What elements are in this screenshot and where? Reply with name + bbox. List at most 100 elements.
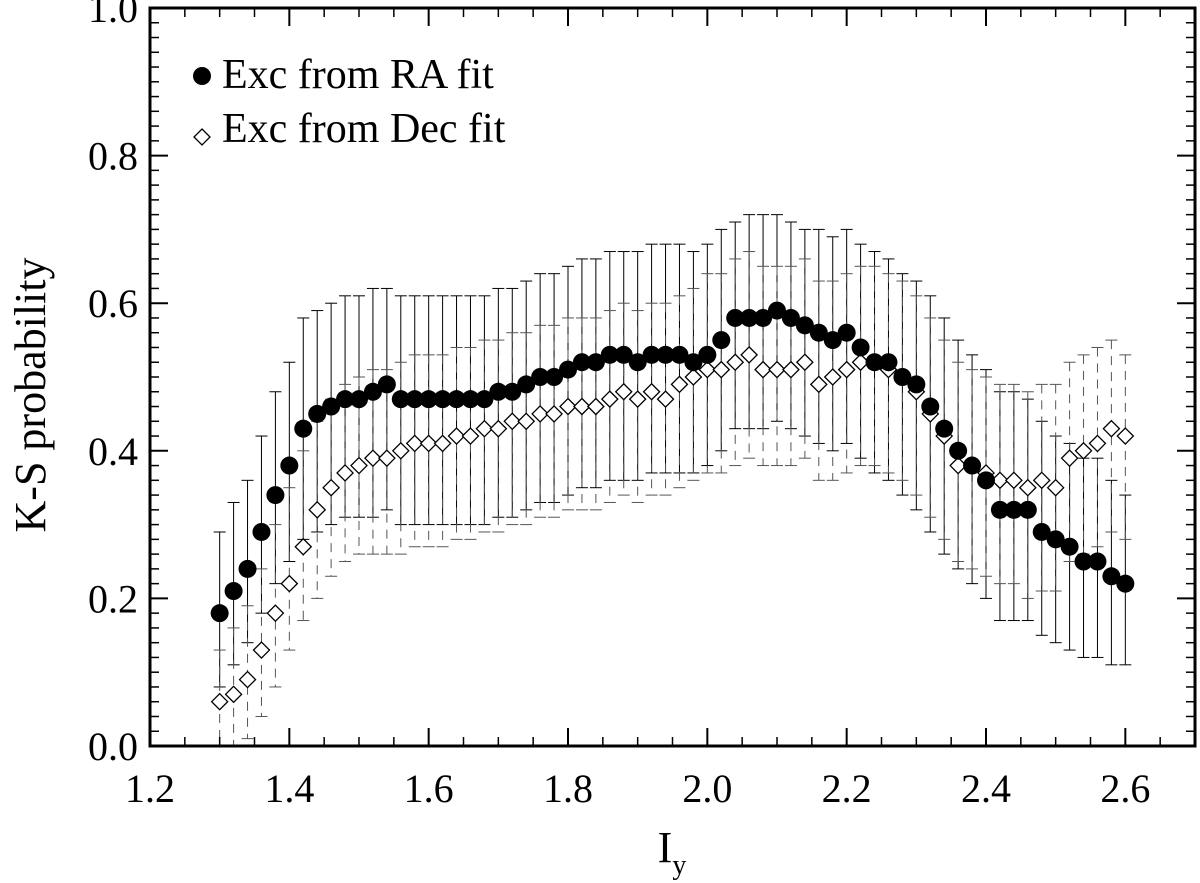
point-ra (865, 353, 884, 372)
point-dec (851, 353, 870, 372)
point-ra (977, 471, 995, 490)
point-dec (559, 397, 577, 416)
point-dec (517, 412, 536, 431)
y-tick-label: 1.0 (88, 0, 138, 31)
point-dec (837, 360, 856, 379)
point-ra (1060, 537, 1079, 556)
point-ra (419, 390, 438, 409)
x-tick-label: 1.4 (264, 766, 314, 811)
point-ra (391, 390, 410, 409)
x-tick-label: 2.6 (1100, 766, 1150, 811)
point-dec (740, 345, 759, 364)
point-ra (586, 353, 605, 372)
point-dec (754, 360, 772, 379)
point-dec (377, 449, 396, 468)
point-ra (252, 522, 271, 541)
point-ra (837, 323, 856, 342)
point-dec (684, 368, 703, 386)
point-dec (1116, 427, 1135, 445)
point-dec (586, 397, 605, 416)
point-dec (322, 478, 341, 497)
point-ra (781, 308, 800, 327)
point-ra (433, 390, 452, 409)
point-ra (851, 338, 870, 357)
point-ra (698, 345, 717, 364)
point-ra (322, 397, 341, 416)
point-dec (573, 397, 591, 416)
point-ra (559, 360, 577, 379)
point-dec (1102, 419, 1121, 438)
point-ra (670, 345, 689, 364)
point-ra (475, 390, 494, 409)
point-dec (308, 500, 327, 519)
y-tick-label: 0.0 (88, 724, 138, 769)
point-dec (782, 360, 800, 379)
point-dec (280, 574, 299, 593)
point-dec (350, 456, 368, 475)
point-ra (572, 353, 591, 372)
point-ra (461, 390, 480, 409)
point-dec (1032, 471, 1051, 490)
point-dec (614, 382, 633, 401)
point-ra (517, 375, 536, 394)
point-dec (795, 353, 814, 372)
point-ra (990, 500, 1009, 519)
point-ra (726, 308, 745, 327)
point-dec (628, 390, 647, 409)
point-dec (364, 449, 382, 468)
point-ra (545, 368, 564, 386)
point-ra (447, 390, 466, 409)
point-ra (308, 404, 327, 423)
point-dec (809, 375, 828, 394)
point-ra (642, 345, 661, 364)
y-tick-label: 0.4 (88, 429, 138, 474)
data-markers (210, 301, 1135, 711)
point-ra (1102, 567, 1121, 586)
point-ra (266, 486, 285, 505)
point-dec (433, 434, 452, 453)
point-dec (405, 434, 424, 453)
point-dec (419, 434, 438, 453)
legend-label-dec: Exc from Dec fit (222, 106, 506, 152)
point-ra (754, 308, 773, 327)
point-ra (363, 382, 382, 401)
point-ra (879, 353, 898, 372)
point-dec (475, 419, 494, 438)
point-dec (336, 464, 354, 482)
y-axis-label: K-S probability (6, 258, 55, 533)
point-ra (224, 582, 243, 601)
point-dec (224, 685, 243, 704)
point-ra (294, 419, 313, 438)
point-dec (949, 456, 968, 475)
x-tick-label: 2.2 (822, 766, 872, 811)
point-ra (1088, 552, 1107, 571)
point-ra (614, 345, 633, 364)
point-ra (600, 345, 619, 364)
point-dec (823, 368, 842, 386)
x-axis-label-main: I (658, 823, 673, 872)
point-dec (698, 360, 717, 379)
point-dec (294, 537, 313, 556)
point-dec (600, 390, 619, 409)
point-dec (391, 441, 410, 460)
point-ra (628, 353, 647, 372)
point-ra (1032, 522, 1051, 541)
point-dec (1046, 478, 1065, 497)
point-dec (461, 427, 480, 445)
y-tick-label: 0.2 (88, 576, 138, 621)
point-dec (1060, 449, 1079, 468)
point-dec (712, 360, 731, 379)
point-ra (238, 559, 257, 578)
y-axis: 0.0 0.2 0.4 0.6 0.8 1.0 (88, 0, 1195, 769)
point-dec (447, 427, 466, 445)
point-dec (545, 404, 563, 423)
point-ra (350, 390, 368, 409)
point-dec (656, 390, 675, 409)
x-tick-label: 2.4 (961, 766, 1011, 811)
point-dec (1074, 441, 1093, 460)
x-tick-label: 1.6 (404, 766, 454, 811)
point-dec (670, 375, 689, 394)
point-ra (210, 604, 229, 623)
point-ra (823, 331, 842, 350)
